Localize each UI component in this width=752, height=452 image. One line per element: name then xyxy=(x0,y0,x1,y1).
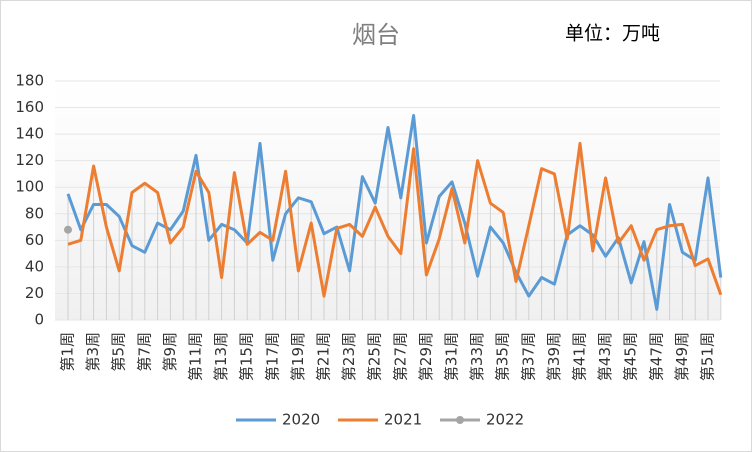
x-tick-label: 第33周 xyxy=(468,332,486,381)
x-tick-label: 第43周 xyxy=(596,332,614,381)
x-tick-label: 第11周 xyxy=(187,332,205,381)
x-tick-label: 第19周 xyxy=(289,332,307,381)
x-tick-label: 第5周 xyxy=(110,332,128,372)
x-tick-label: 第31周 xyxy=(443,332,461,381)
legend-label: 2021 xyxy=(384,411,422,429)
series-line xyxy=(66,114,723,311)
legend-label: 2020 xyxy=(282,411,320,429)
y-tick-label: 0 xyxy=(34,311,44,329)
x-tick-label: 第3周 xyxy=(84,332,102,372)
x-tick-label: 第41周 xyxy=(571,332,589,381)
series-line xyxy=(67,141,723,298)
x-tick-label: 第39周 xyxy=(545,332,563,381)
x-tick-label: 第25周 xyxy=(366,332,384,381)
x-tick-label: 第21周 xyxy=(315,332,333,381)
x-tick-label: 第9周 xyxy=(161,332,179,372)
x-tick-label: 第47周 xyxy=(647,332,665,381)
y-tick-label: 120 xyxy=(15,151,44,169)
legend-marker xyxy=(456,416,464,424)
series-point xyxy=(64,225,72,234)
x-tick-label: 第37周 xyxy=(519,332,537,381)
x-tick-label: 第35周 xyxy=(494,332,512,381)
y-tick-label: 180 xyxy=(15,72,44,90)
y-tick-label: 80 xyxy=(25,204,44,222)
unit-annotation: 单位：万吨 xyxy=(565,23,660,45)
x-tick-label: 第7周 xyxy=(135,332,153,372)
y-tick-label: 100 xyxy=(15,178,44,196)
x-tick-label: 第49周 xyxy=(673,332,691,381)
y-tick-label: 140 xyxy=(15,125,44,143)
x-tick-label: 第15周 xyxy=(238,332,256,381)
x-tick-label: 第45周 xyxy=(622,332,640,381)
x-tick-label: 第17周 xyxy=(263,332,281,381)
x-tick-label: 第51周 xyxy=(699,332,717,381)
x-tick-label: 第27周 xyxy=(391,332,409,381)
y-tick-label: 160 xyxy=(15,98,44,116)
x-tick-label: 第23周 xyxy=(340,332,358,381)
y-tick-label: 60 xyxy=(25,231,44,249)
x-tick-label: 第29周 xyxy=(417,332,435,381)
y-tick-label: 20 xyxy=(25,284,44,302)
chart-title: 烟台 xyxy=(352,21,400,49)
x-tick-label: 第1周 xyxy=(59,332,77,372)
legend-label: 2022 xyxy=(486,411,524,429)
y-tick-label: 40 xyxy=(25,257,44,275)
x-tick-label: 第13周 xyxy=(212,332,230,381)
